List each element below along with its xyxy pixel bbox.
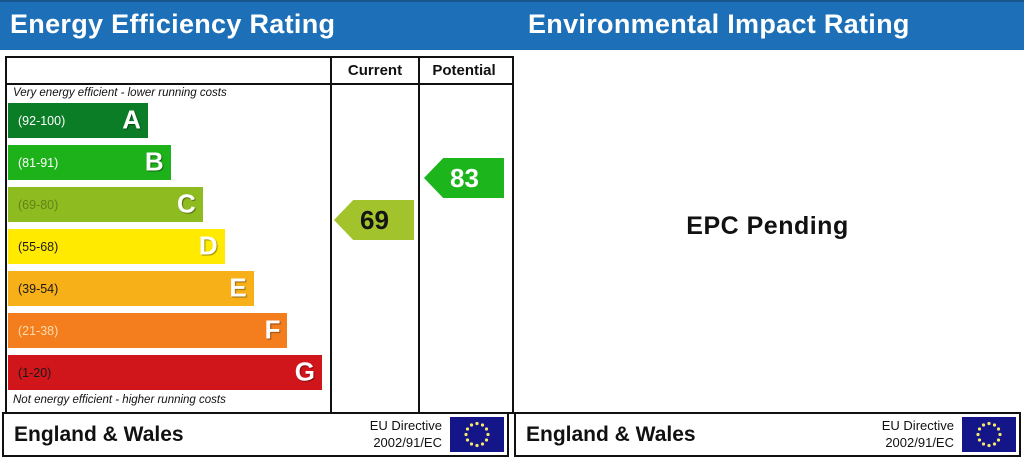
region-label: England & Wales [526,422,696,446]
current-rating-arrow: 69 [334,200,414,240]
eu-flag-icon [962,417,1016,452]
header-divider [7,83,512,85]
band-row-c: (69-80) C [8,187,330,222]
top-caption: Very energy efficient - lower running co… [13,87,227,99]
band-letter: F [264,313,281,344]
band-range-label: (55-68) [18,239,59,254]
band-row-a: (92-100) A [8,103,330,138]
band-bar-f: (21-38) F [8,313,288,348]
band-bar-b: (81-91) B [8,145,171,180]
title-bar: Energy Efficiency Rating Environmental I… [0,0,1024,50]
band-bar-c: (69-80) C [8,187,203,222]
potential-rating-value: 83 [450,162,479,193]
band-bar-a: (92-100) A [8,103,149,138]
band-range-label: (81-91) [18,155,59,170]
bottom-caption: Not energy efficient - higher running co… [13,394,226,406]
current-column-header: Current [347,62,403,79]
energy-efficiency-chart: Current Potential Very energy efficient … [5,56,514,414]
left-footer: England & Wales EU Directive 2002/91/EC [2,412,509,457]
epc-pending-status: EPC Pending [686,212,849,240]
band-letter: B [144,145,164,176]
column-divider [418,58,420,412]
band-range-label: (92-100) [18,113,66,128]
band-letter: E [229,271,247,302]
band-bar-g: (1-20) G [8,355,322,390]
band-range-label: (21-38) [18,323,59,338]
band-letter: D [198,229,218,260]
environmental-impact-title: Environmental Impact Rating [528,9,910,39]
band-letter: A [122,103,142,134]
band-range-label: (39-54) [18,281,59,296]
band-bar-d: (55-68) D [8,229,225,264]
band-letter: G [294,355,315,386]
potential-column-header: Potential [432,62,496,79]
right-footer: England & Wales EU Directive 2002/91/EC [514,412,1021,457]
current-rating-value: 69 [360,204,389,235]
potential-rating-arrow: 83 [424,158,504,198]
bands: (92-100) A (81-91) B (69-80) C (55-68) D (39-54)… [8,103,330,397]
energy-efficiency-title: Energy Efficiency Rating [10,9,336,39]
band-range-label: (69-80) [18,197,59,212]
band-row-f: (21-38) F [8,313,330,348]
band-range-label: (1-20) [18,365,52,380]
band-bar-e: (39-54) E [8,271,254,306]
band-row-b: (81-91) B [8,145,330,180]
region-label: England & Wales [14,422,184,446]
band-letter: C [177,187,196,218]
eu-directive-label: EU Directive 2002/91/EC [881,418,954,450]
band-row-e: (39-54) E [8,271,330,306]
eu-directive-label: EU Directive 2002/91/EC [369,418,442,450]
column-divider [330,58,332,412]
eu-flag-icon [450,417,504,452]
band-row-d: (55-68) D [8,229,330,264]
band-row-g: (1-20) G [8,355,330,390]
